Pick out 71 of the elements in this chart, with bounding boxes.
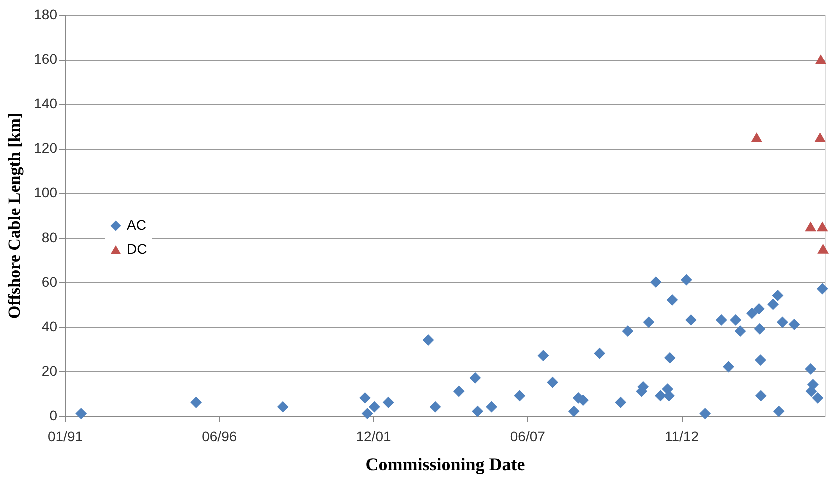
point <box>755 390 767 402</box>
point <box>360 392 371 404</box>
point <box>768 298 779 310</box>
point <box>734 326 746 338</box>
point <box>805 222 817 232</box>
y-tick-label: 180 <box>34 6 58 22</box>
y-tick-label: 40 <box>42 318 58 334</box>
point <box>422 334 434 346</box>
point <box>814 132 826 142</box>
point <box>730 314 742 326</box>
point <box>751 132 763 142</box>
point <box>772 290 784 302</box>
point <box>754 323 766 335</box>
point <box>594 348 606 360</box>
point <box>650 276 662 288</box>
y-tick-label: 0 <box>50 408 58 424</box>
point <box>664 390 675 402</box>
y-tick-label: 120 <box>34 140 58 156</box>
point <box>754 303 765 315</box>
x-axis-title: Commissioning Date <box>366 454 526 474</box>
point <box>723 361 734 373</box>
point <box>430 401 442 413</box>
point <box>700 408 712 420</box>
x-tick-label: 12/01 <box>356 428 392 444</box>
point <box>788 318 800 330</box>
point <box>680 274 692 286</box>
point <box>805 364 817 375</box>
point <box>514 390 526 402</box>
point <box>816 222 828 232</box>
y-tick-label: 80 <box>42 229 58 246</box>
y-tick-label: 140 <box>34 96 58 112</box>
y-tick-label: 20 <box>42 362 58 379</box>
x-tick-label: 06/07 <box>510 428 546 444</box>
point <box>622 326 634 338</box>
point <box>776 316 788 328</box>
point <box>190 396 202 408</box>
point <box>643 316 655 328</box>
point <box>655 390 666 402</box>
point <box>746 308 758 320</box>
point <box>538 350 550 362</box>
point <box>453 386 465 398</box>
point <box>362 408 374 420</box>
point <box>277 401 289 413</box>
legend-label: DC <box>127 241 148 257</box>
point <box>666 294 678 306</box>
point <box>755 354 766 366</box>
point <box>815 54 827 64</box>
point <box>568 406 580 418</box>
x-tick-label: 06/96 <box>202 428 238 444</box>
point <box>547 376 559 388</box>
point <box>664 352 676 364</box>
point <box>773 406 785 418</box>
x-tick-label: 01/91 <box>48 428 84 444</box>
y-tick-label: 60 <box>42 274 58 290</box>
point <box>816 283 828 295</box>
point <box>716 314 728 326</box>
point <box>472 406 484 418</box>
point <box>686 314 697 326</box>
y-tick-label: 100 <box>34 184 58 201</box>
point <box>818 244 830 254</box>
y-tick-label: 160 <box>34 51 58 68</box>
point <box>76 408 88 420</box>
point <box>382 396 394 408</box>
x-tick-label: 11/12 <box>665 428 700 444</box>
point <box>368 401 380 413</box>
point <box>812 392 824 404</box>
legend-label: AC <box>127 217 146 233</box>
point <box>470 372 482 384</box>
point <box>486 401 498 413</box>
point <box>615 396 627 408</box>
y-axis-title: Offshore Cable Length [km] <box>5 112 24 320</box>
